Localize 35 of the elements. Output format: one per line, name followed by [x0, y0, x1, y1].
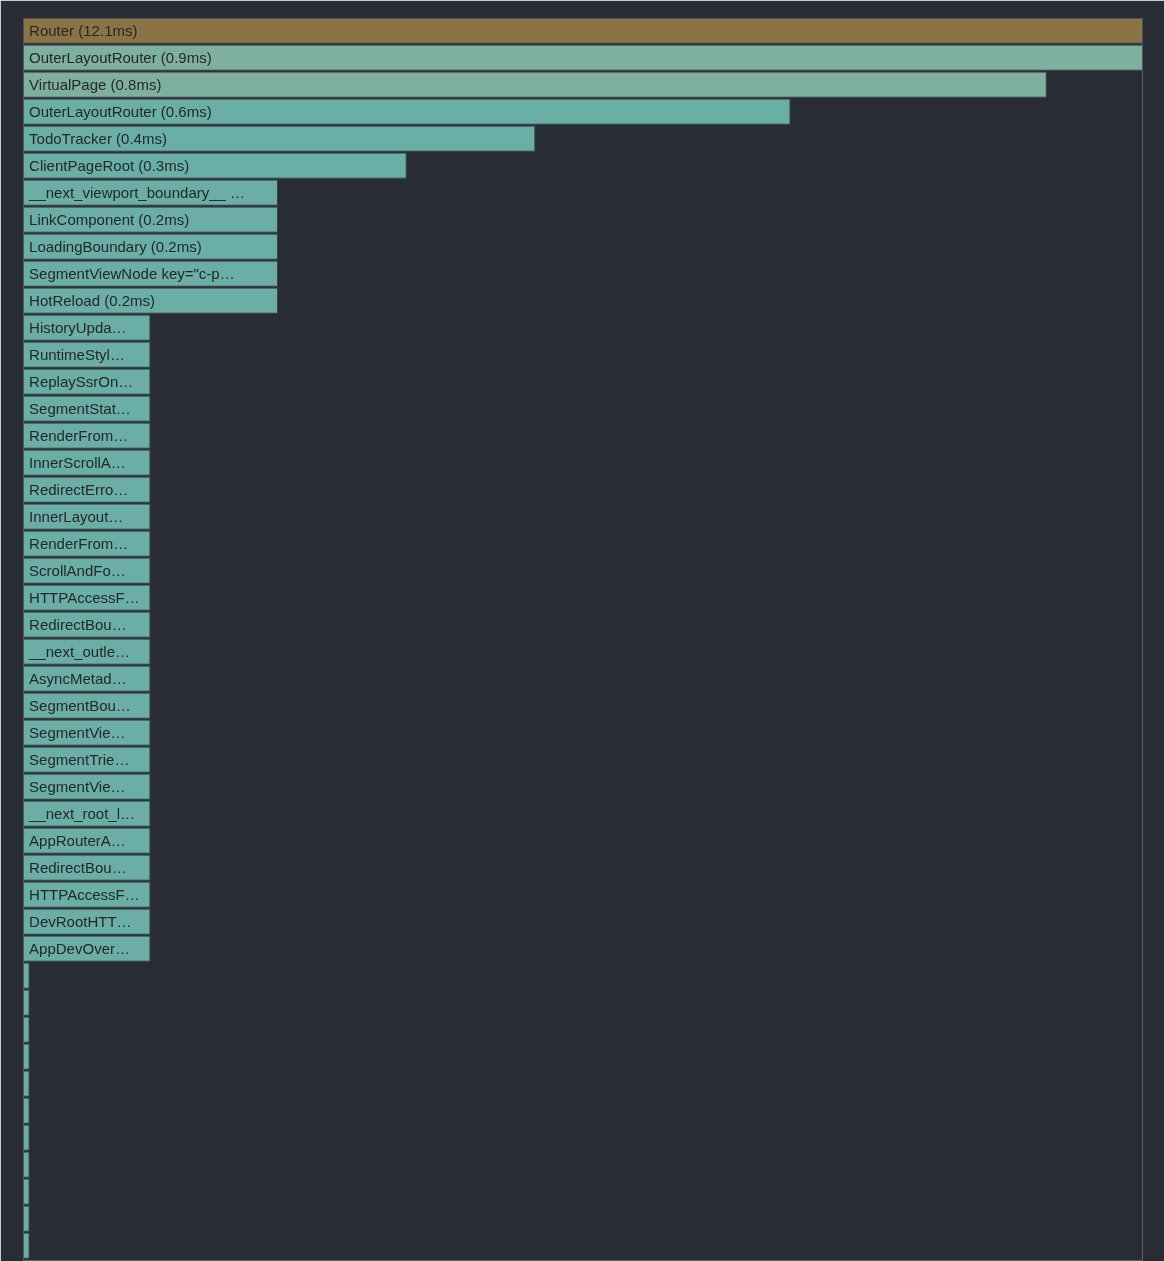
- y-tick-label: ClientPageRoot (0.3ms): [29, 157, 190, 175]
- y-tick-label: RedirectErro…: [29, 481, 129, 499]
- y-tick-label: Router (12.1ms): [29, 22, 138, 40]
- y-tick-label: SegmentVie…: [29, 778, 126, 796]
- y-tick-label: AppDevOver…: [29, 940, 130, 958]
- y-tick-label: OuterLayoutRouter (0.6ms): [29, 103, 212, 121]
- y-tick-label: InnerScrollA…: [29, 454, 126, 472]
- y-tick-label: VirtualPage (0.8ms): [29, 76, 162, 94]
- y-tick-label: SegmentViewNode key="c-p…: [29, 265, 235, 283]
- y-tick-label: __next_viewport_boundary__ …: [28, 184, 246, 202]
- y-tick-label: RenderFrom…: [29, 427, 129, 445]
- y-tick-label: HTTPAccessF…: [29, 886, 140, 904]
- y-tick-label: __next_root_l…: [28, 805, 135, 823]
- y-tick-label: RedirectBou…: [29, 616, 127, 634]
- y-tick-label: SegmentTrie…: [29, 751, 130, 769]
- y-tick-label: RedirectBou…: [29, 859, 127, 877]
- y-tick-label: SegmentBou…: [29, 697, 131, 715]
- y-tick-label: HTTPAccessF…: [29, 589, 140, 607]
- y-tick-label: DevRootHTT…: [29, 913, 132, 931]
- y-tick-label: TodoTracker (0.4ms): [29, 130, 167, 148]
- y-tick-label: InnerLayout…: [29, 508, 124, 526]
- y-tick-label: SegmentVie…: [29, 724, 126, 742]
- y-tick-label: AsyncMetad…: [29, 670, 127, 688]
- y-tick-label: ScrollAndFo…: [29, 562, 126, 580]
- y-tick-label: AppRouterA…: [29, 832, 126, 850]
- y-tick-label: SegmentStat…: [29, 400, 131, 418]
- y-tick-label: ReplaySsrOn…: [29, 373, 134, 391]
- y-tick-label: OuterLayoutRouter (0.9ms): [29, 49, 212, 67]
- y-tick-label: LinkComponent (0.2ms): [29, 211, 190, 229]
- y-tick-label: HistoryUpda…: [29, 319, 127, 337]
- y-tick-label: RenderFrom…: [29, 535, 129, 553]
- y-tick-label: RuntimeStyl…: [29, 346, 125, 364]
- y-tick-label: LoadingBoundary (0.2ms): [29, 238, 202, 256]
- y-tick-label: __next_outle…: [28, 643, 130, 661]
- y-tick-label: HotReload (0.2ms): [29, 292, 155, 310]
